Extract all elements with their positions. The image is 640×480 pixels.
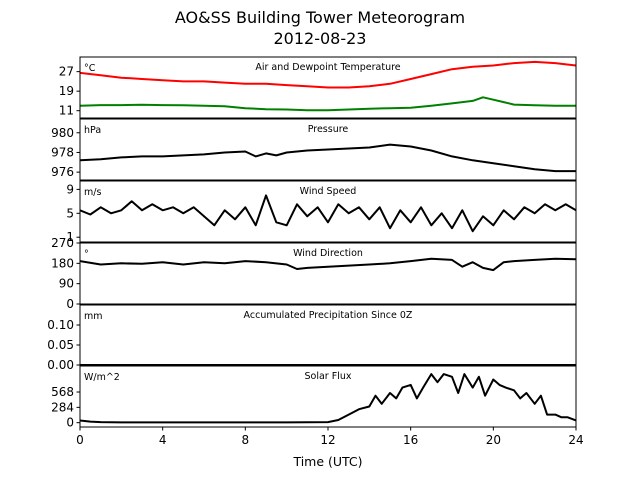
x-axis: 0 4 8 12 16 20 24 [76,427,584,447]
y-tick-label: 0.10 [47,318,74,332]
panel-title-wind-speed: Wind Speed [300,186,357,197]
panel-unit-wind-speed: m/s [84,187,101,198]
x-tick-label: 4 [159,433,167,447]
panel-unit-solar-flux: W/m^2 [84,372,120,383]
series-line-pressure-0 [80,143,576,173]
panel-title-pressure: Pressure [308,124,349,135]
x-tick-label: 20 [486,433,501,447]
y-tick-label: 976 [51,165,74,179]
series-line-solar-flux-0 [80,373,576,424]
figure-title: AO&SS Building Tower Meteorogram [175,8,465,27]
panel-frame-wind-speed [79,180,577,243]
y-tick-label: 0.05 [47,338,74,352]
y-tick-label: 0 [66,416,74,430]
y-tick-label: 0 [66,297,74,311]
x-axis-label: Time (UTC) [292,454,362,469]
panel-wind-direction: 0 90 180 270 ° Wind Direction [51,236,577,311]
y-tick-label: 980 [51,126,74,140]
y-tick-label: 19 [59,84,74,98]
y-tick-label: 5 [66,206,74,220]
panel-frame-air-and-dewpoint-temperature [79,56,577,119]
panel-title-air-and-dewpoint-temperature: Air and Dewpoint Temperature [255,62,400,73]
x-tick-label: 16 [403,433,418,447]
y-tick-label: 0.00 [47,358,74,372]
x-tick-label: 12 [320,433,335,447]
x-tick-label: 0 [76,433,84,447]
panel-frame-pressure [79,118,577,181]
y-tick-label: 978 [51,145,74,159]
series-line-wind-speed-0 [80,194,576,233]
panel-accumulated-precipitation-since-0z: 0.00 0.05 0.10 mm Accumulated Precipitation … [47,304,577,372]
panel-frame-wind-direction [79,242,577,305]
panel-wind-speed: 1 5 9 m/s Wind Speed [66,180,577,244]
y-tick-label: 284 [51,400,74,414]
figure-subtitle: 2012-08-23 [274,29,367,48]
y-tick-label: 27 [59,65,74,79]
series-line-air-and-dewpoint-temperature-1 [80,96,576,112]
y-tick-label: 9 [66,182,74,196]
panel-frame-accumulated-precipitation-since-0z [79,304,577,366]
y-tick-label: 180 [51,256,74,270]
panel-unit-air-and-dewpoint-temperature: °C [84,63,96,74]
panel-unit-accumulated-precipitation-since-0z: mm [84,311,103,322]
panel-title-solar-flux: Solar Flux [305,371,352,382]
x-tick-label: 24 [568,433,583,447]
series-line-air-and-dewpoint-temperature-0 [80,60,576,89]
panel-title-accumulated-precipitation-since-0z: Accumulated Precipitation Since 0Z [244,310,413,321]
y-tick-label: 11 [59,104,74,118]
panel-unit-pressure: hPa [84,125,101,136]
panel-title-wind-direction: Wind Direction [293,248,363,259]
panel-pressure: 976 978 980 hPa Pressure [51,118,577,181]
y-tick-label: 568 [51,385,74,399]
y-tick-label: 270 [51,236,74,250]
x-tick-label: 8 [242,433,250,447]
series-line-wind-direction-0 [80,257,576,272]
panel-unit-wind-direction: ° [84,249,89,260]
y-tick-label: 1 [66,230,74,244]
y-tick-label: 90 [59,277,74,291]
panel-air-and-dewpoint-temperature: 11 19 27 °C Air and Dewpoint Temperature [59,56,577,119]
